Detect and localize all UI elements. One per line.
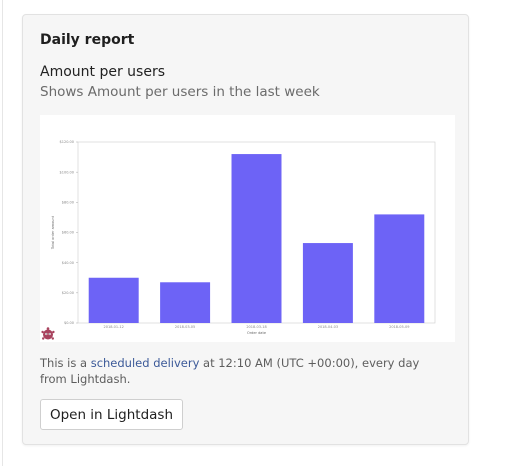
x-tick-label: 2018-05-09 [389, 325, 409, 329]
y-tick-label: $60.00 [62, 231, 74, 235]
x-tick-label: 2018-03-05 [175, 325, 195, 329]
x-tick-label: 2018-03-18 [246, 325, 266, 329]
page-divider [2, 0, 3, 466]
bar-chart: $0.00 $20.00 $40.00 $60.00 $80.00 $100.00 $120… [51, 140, 436, 335]
footnote-prefix: This is a [40, 356, 91, 370]
y-tick-label: $100.00 [60, 170, 74, 174]
delivery-footnote: This is a scheduled delivery at 12:10 AM… [40, 355, 440, 387]
bar [160, 282, 211, 323]
bar [302, 243, 353, 323]
report-card: Daily report Amount per users Shows Amou… [22, 14, 469, 445]
bar [231, 154, 282, 323]
bar [374, 214, 425, 323]
lightdash-bot-icon [41, 327, 55, 340]
y-axis-label: Total order amount [51, 215, 55, 250]
y-tick-label: $20.00 [62, 291, 74, 295]
x-tick-label: 2018-04-03 [318, 325, 338, 329]
open-in-lightdash-button[interactable]: Open in Lightdash [40, 399, 183, 430]
y-tick-label: $120.00 [60, 140, 74, 144]
chart-description: Shows Amount per users in the last week [40, 84, 320, 100]
bar [88, 277, 139, 323]
x-tick-label: 2018-01-12 [104, 325, 124, 329]
footnote-suffix: at 12:10 AM (UTC +00:00), every day from… [40, 356, 420, 386]
card-title: Daily report [40, 32, 135, 48]
y-tick-label: $40.00 [62, 261, 74, 265]
y-tick-label: $80.00 [62, 201, 74, 205]
chart-title: Amount per users [40, 64, 166, 80]
scheduled-delivery-link[interactable]: scheduled delivery [90, 356, 200, 370]
chart-image: $0.00 $20.00 $40.00 $60.00 $80.00 $100.00 $120… [40, 115, 455, 342]
x-axis-label: Order date [247, 331, 266, 335]
y-tick-label: $0.00 [64, 321, 74, 325]
